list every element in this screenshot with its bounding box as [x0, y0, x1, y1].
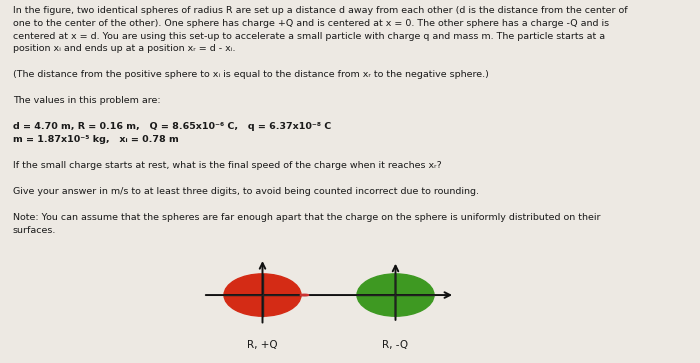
- Text: If the small charge starts at rest, what is the final speed of the charge when i: If the small charge starts at rest, what…: [13, 161, 442, 170]
- Ellipse shape: [357, 274, 434, 316]
- Text: position xᵢ and ends up at a position xᵣ = d - xᵢ.: position xᵢ and ends up at a position xᵣ…: [13, 44, 235, 53]
- Text: Give your answer in m/s to at least three digits, to avoid being counted incorre: Give your answer in m/s to at least thre…: [13, 187, 479, 196]
- Ellipse shape: [224, 274, 301, 316]
- Text: R, +Q: R, +Q: [247, 340, 278, 350]
- Circle shape: [300, 294, 309, 296]
- Text: one to the center of the other). One sphere has charge +Q and is centered at x =: one to the center of the other). One sph…: [13, 19, 609, 28]
- Text: surfaces.: surfaces.: [13, 226, 56, 235]
- Text: d = 4.70 m, R = 0.16 m,   Q = 8.65x10⁻⁶ C,   q = 6.37x10⁻⁸ C: d = 4.70 m, R = 0.16 m, Q = 8.65x10⁻⁶ C,…: [13, 122, 331, 131]
- Text: centered at x = d. You are using this set-up to accelerate a small particle with: centered at x = d. You are using this se…: [13, 32, 605, 41]
- Text: m = 1.87x10⁻⁵ kg,   xᵢ = 0.78 m: m = 1.87x10⁻⁵ kg, xᵢ = 0.78 m: [13, 135, 178, 144]
- Text: (The distance from the positive sphere to xᵢ is equal to the distance from xᵣ to: (The distance from the positive sphere t…: [13, 70, 489, 79]
- Text: The values in this problem are:: The values in this problem are:: [13, 96, 160, 105]
- Text: In the figure, two identical spheres of radius R are set up a distance d away fr: In the figure, two identical spheres of …: [13, 5, 627, 15]
- Text: R, -Q: R, -Q: [382, 340, 409, 350]
- Text: Note: You can assume that the spheres are far enough apart that the charge on th: Note: You can assume that the spheres ar…: [13, 213, 600, 222]
